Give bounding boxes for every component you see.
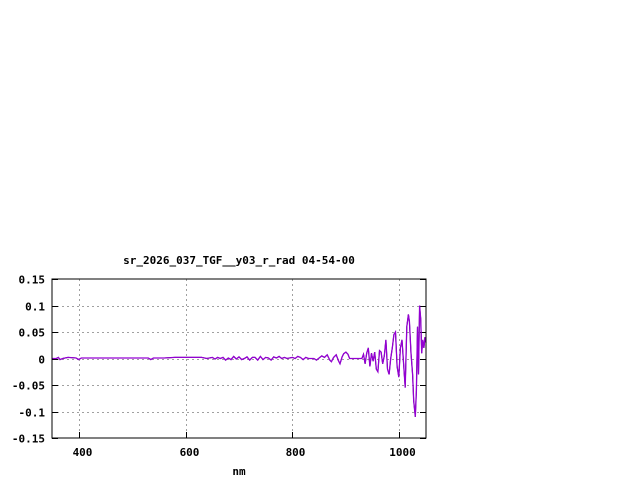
series-group bbox=[52, 305, 427, 417]
x-tick-label: 1000 bbox=[389, 446, 416, 459]
x-axis: 400 600 800 1000 bbox=[73, 432, 416, 459]
y-tick-label: -0.05 bbox=[12, 380, 45, 393]
y-axis: 0.15 0.1 0.05 0 -0.05 -0.1 -0.15 bbox=[12, 274, 426, 446]
y-tick-label: -0.15 bbox=[12, 433, 45, 446]
series-line bbox=[52, 305, 427, 417]
x-tick-label: 600 bbox=[180, 446, 200, 459]
x-tick-label: 400 bbox=[73, 446, 93, 459]
grid bbox=[52, 279, 426, 438]
y-tick-label: -0.1 bbox=[19, 407, 46, 420]
y-tick-label: 0.1 bbox=[25, 301, 45, 314]
chart-title: sr_2026_037_TGF__y03_r_rad 04-54-00 bbox=[123, 254, 355, 267]
y-tick-label: 0.15 bbox=[19, 274, 46, 287]
y-tick-label: 0 bbox=[38, 354, 45, 367]
y-tick-label: 0.05 bbox=[19, 327, 46, 340]
x-axis-label: nm bbox=[232, 465, 246, 478]
plot-frame bbox=[51, 278, 427, 439]
x-tick-label: 800 bbox=[286, 446, 306, 459]
